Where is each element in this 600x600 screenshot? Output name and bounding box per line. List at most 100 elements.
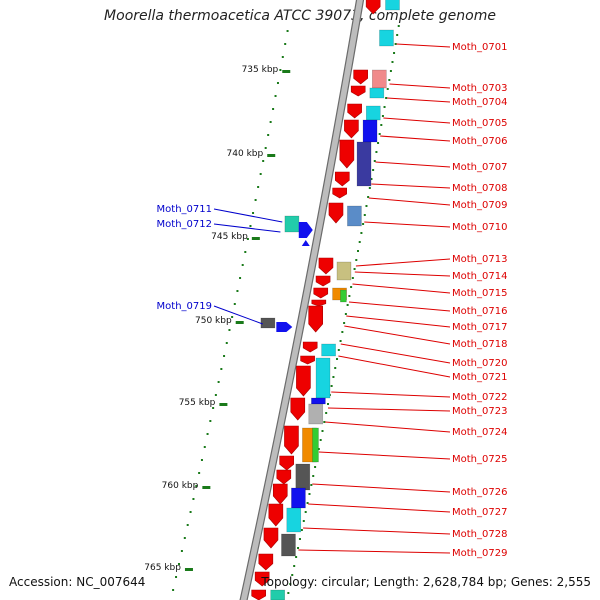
cog-block <box>308 403 324 425</box>
cog-block <box>286 507 302 533</box>
tick-dot <box>172 589 175 591</box>
label-leader-line <box>371 183 451 189</box>
forward-gene-label: Moth_0717 <box>452 322 507 333</box>
tick-dot <box>385 97 388 99</box>
tick-dot <box>298 538 301 540</box>
label-leader-line <box>364 221 451 228</box>
tick-dot <box>252 212 255 214</box>
outer-tick-dots <box>172 25 400 594</box>
label-leader-line <box>368 197 451 206</box>
cog-block <box>356 141 372 187</box>
tick-dot <box>346 304 349 306</box>
forward-gene-label: Moth_0716 <box>452 306 507 317</box>
tick-dot <box>267 134 270 136</box>
tick-dot <box>388 79 391 81</box>
tick-dot <box>381 115 384 117</box>
gene-arrow <box>365 0 381 15</box>
forward-gene-label: Moth_0703 <box>452 83 507 94</box>
tick-dot <box>225 342 228 344</box>
tick-dot <box>286 30 289 32</box>
label-leader-line <box>346 315 451 328</box>
tick-dot <box>317 448 320 450</box>
tick-dot <box>339 340 342 342</box>
tick-dot <box>203 446 206 448</box>
tick-dot <box>287 592 290 594</box>
cog-block <box>340 289 347 303</box>
label-leader-line <box>389 83 451 89</box>
reverse-gene-arrow <box>276 322 293 332</box>
label-leader-line <box>354 271 451 277</box>
tick-dot <box>344 313 347 315</box>
gene-arrow <box>302 341 318 353</box>
label-leader-line <box>352 283 451 294</box>
scale-label: 755 kbp <box>179 398 216 408</box>
tick-dot <box>214 394 217 396</box>
tick-dot <box>362 223 365 225</box>
gene-arrow <box>272 483 288 505</box>
forward-gene-label: Moth_0708 <box>452 183 507 194</box>
tick-dot <box>326 403 329 405</box>
scale-tick <box>251 237 260 240</box>
tick-dot <box>380 124 383 126</box>
forward-gene-label: Moth_0718 <box>452 339 507 350</box>
label-leader-line <box>383 117 451 124</box>
tick-dot <box>183 537 186 539</box>
tick-dot <box>249 225 252 227</box>
tick-dot <box>330 385 333 387</box>
cog-block <box>372 69 387 89</box>
reverse-gene-arrow <box>301 240 310 246</box>
forward-gene-label: Moth_0713 <box>452 254 507 265</box>
gene-arrow <box>258 553 274 571</box>
tick-dot <box>308 493 311 495</box>
tick-dot <box>319 439 322 441</box>
cog-block <box>365 105 381 121</box>
gene-arrow <box>347 103 362 119</box>
figure-title: Moorella thermoacetica ATCC 39073, compl… <box>104 8 496 24</box>
tick-dot <box>295 556 298 558</box>
gene-arrow <box>290 397 306 421</box>
tick-dot <box>223 355 226 357</box>
gene-arrow <box>353 69 368 85</box>
forward-gene-label: Moth_0701 <box>452 42 507 53</box>
tick-dot <box>254 199 257 201</box>
forward-gene-label: Moth_0729 <box>452 548 507 559</box>
gene-arrow <box>296 365 311 397</box>
label-leader-line <box>303 527 451 535</box>
topology-text: Topology: circular; Length: 2,628,784 bp… <box>261 575 591 589</box>
cog-block <box>270 589 285 600</box>
label-leader-line <box>338 355 451 378</box>
tick-dot <box>365 205 368 207</box>
label-leader-line <box>396 43 451 48</box>
tick-dot <box>393 52 396 54</box>
tick-dot <box>389 70 392 72</box>
scale-tick <box>202 486 211 489</box>
forward-gene-label: Moth_0725 <box>452 454 507 465</box>
scale-tick <box>282 70 291 73</box>
tick-dot <box>375 151 378 153</box>
forward-gene-label: Moth_0710 <box>452 222 507 233</box>
tick-dot <box>257 186 260 188</box>
tick-dot <box>350 286 353 288</box>
reverse-gene-label: Moth_0719 <box>157 301 212 312</box>
tick-dot <box>259 173 262 175</box>
cog-block <box>379 29 394 47</box>
tick-dot <box>397 25 400 27</box>
scale-tick <box>184 568 193 571</box>
label-leader-line <box>386 97 451 103</box>
forward-gene-label: Moth_0707 <box>452 162 507 173</box>
gene-arrow <box>279 455 295 471</box>
reverse-cog-block <box>284 215 300 233</box>
gene-arrow <box>344 119 359 139</box>
tick-dot <box>186 524 189 526</box>
cog-block <box>321 343 336 357</box>
tick-dot <box>353 268 356 270</box>
label-leader-line <box>325 421 451 433</box>
scale-label: 745 kbp <box>211 232 248 242</box>
tick-dot <box>325 412 328 414</box>
reverse-gene-label: Moth_0711 <box>157 204 212 215</box>
forward-gene-label: Moth_0728 <box>452 529 507 540</box>
tick-dot <box>337 349 340 351</box>
forward-gene-label: Moth_0726 <box>452 487 507 498</box>
tick-dot <box>284 43 287 45</box>
